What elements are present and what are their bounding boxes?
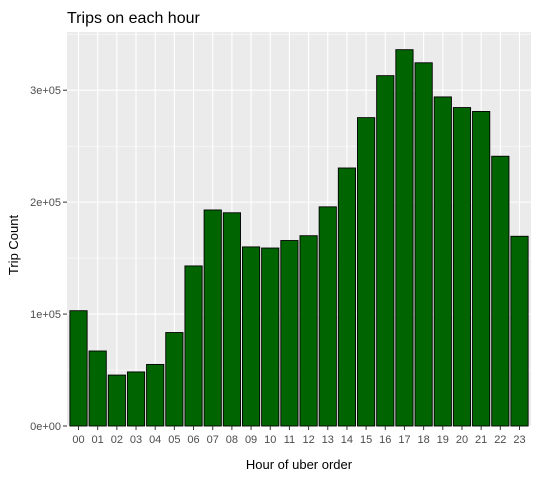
bar-hour-07 [203,209,222,427]
bar-hour-15 [357,117,376,427]
bar-hour-01 [88,350,107,427]
x-tick-label: 07 [207,434,219,446]
bar-hour-05 [165,332,184,427]
bar-hour-23 [510,235,529,427]
bar-hour-17 [395,49,414,427]
x-tick-label: 04 [149,434,161,446]
chart-title: Trips on each hour [67,10,200,27]
bar-hour-06 [184,265,203,427]
y-tick-label: 3e+05 [30,85,61,97]
bar-hour-00 [69,310,88,427]
bar-hour-03 [126,371,146,427]
x-tick-label: 20 [456,434,468,446]
y-axis: 0e+00 1e+05 2e+05 3e+05 [30,85,67,433]
bars [69,49,529,427]
bar-hour-11 [280,240,299,427]
bar-hour-19 [433,96,452,427]
bar-hour-09 [241,246,261,427]
x-tick-label: 11 [284,434,295,446]
bar-hour-10 [261,247,280,427]
bar-hour-12 [299,235,318,427]
x-tick-label: 12 [302,434,314,446]
x-tick-label: 21 [475,434,487,446]
x-tick-label: 17 [398,434,410,446]
bar-hour-14 [337,167,357,427]
bar-hour-21 [472,111,491,427]
x-tick-label: 13 [322,434,334,446]
bar-hour-20 [452,107,472,427]
bar-hour-08 [222,212,241,427]
x-tick-label: 02 [111,434,123,446]
x-tick-label: 01 [92,434,104,446]
x-tick-label: 16 [379,434,391,446]
x-axis: 00 01 02 03 04 05 06 07 08 09 10 11 12 13 14 15 16 17 18 19… [72,426,526,446]
y-tick-label: 1e+05 [30,309,61,321]
bar-hour-13 [318,206,337,427]
x-tick-label: 14 [341,434,353,446]
x-tick-label: 19 [437,434,449,446]
x-tick-label: 22 [494,434,506,446]
x-tick-label: 00 [72,434,84,446]
x-tick-label: 08 [226,434,238,446]
x-tick-label: 10 [264,434,276,446]
bar-hour-04 [146,363,165,427]
bar-hour-16 [376,75,395,427]
x-tick-label: 15 [360,434,372,446]
bar-hour-18 [414,62,433,427]
x-tick-label: 18 [418,434,430,446]
x-tick-label: 06 [187,434,199,446]
x-axis-label: Hour of uber order [246,457,353,472]
y-axis-label: Trip Count [6,215,21,276]
bar-hour-22 [491,155,510,427]
x-tick-label: 23 [513,434,525,446]
x-tick-label: 05 [168,434,180,446]
x-tick-label: 03 [130,434,142,446]
y-tick-label: 2e+05 [30,197,61,209]
bar-hour-02 [107,374,126,427]
x-tick-label: 09 [245,434,257,446]
y-tick-label: 0e+00 [30,421,61,433]
